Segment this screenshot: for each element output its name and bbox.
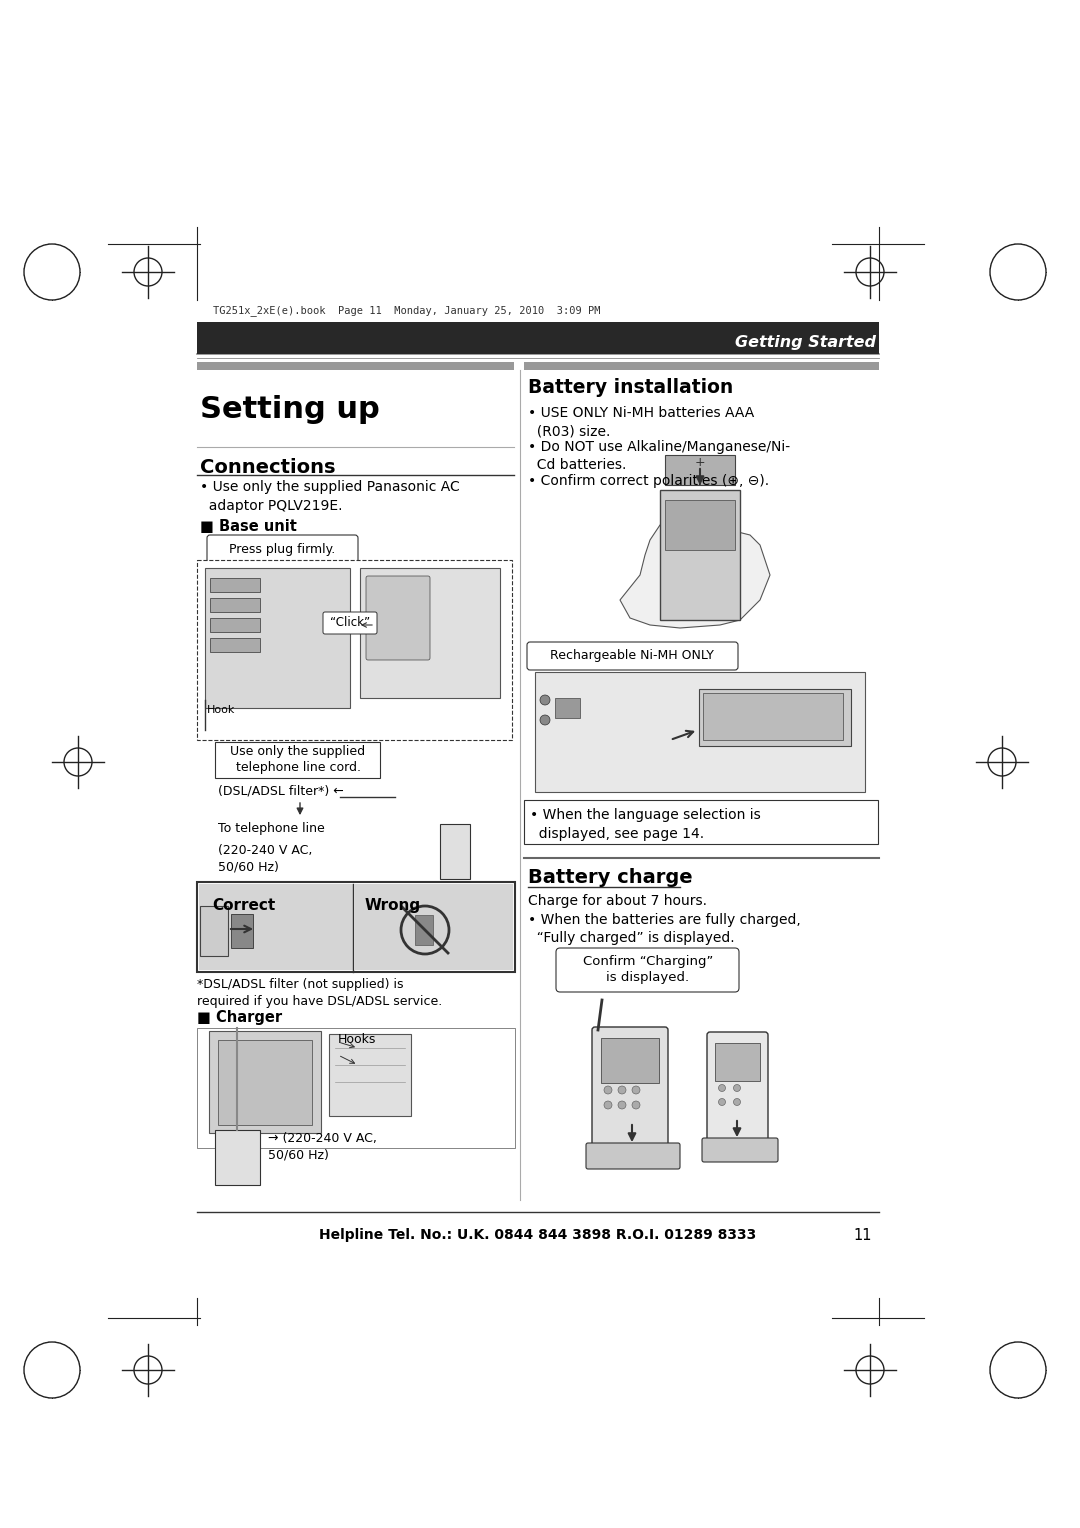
FancyBboxPatch shape (197, 362, 514, 370)
FancyBboxPatch shape (707, 1031, 768, 1143)
Text: Battery installation: Battery installation (528, 377, 733, 397)
Circle shape (540, 695, 550, 704)
FancyBboxPatch shape (440, 824, 470, 879)
Text: Wrong: Wrong (365, 898, 421, 914)
Text: → (220-240 V AC,
50/60 Hz): → (220-240 V AC, 50/60 Hz) (268, 1132, 377, 1161)
FancyBboxPatch shape (524, 801, 878, 843)
FancyBboxPatch shape (699, 689, 851, 746)
Text: Charge for about 7 hours.: Charge for about 7 hours. (528, 894, 707, 908)
FancyBboxPatch shape (210, 639, 260, 652)
Circle shape (540, 715, 550, 724)
FancyBboxPatch shape (207, 535, 357, 562)
Circle shape (718, 1099, 726, 1105)
Text: *DSL/ADSL filter (not supplied) is
required if you have DSL/ADSL service.: *DSL/ADSL filter (not supplied) is requi… (197, 978, 442, 1008)
FancyBboxPatch shape (586, 1143, 680, 1169)
Polygon shape (660, 490, 740, 620)
FancyBboxPatch shape (592, 1027, 669, 1148)
Text: Getting Started: Getting Started (735, 336, 876, 350)
FancyBboxPatch shape (524, 362, 879, 370)
FancyBboxPatch shape (415, 915, 433, 944)
FancyBboxPatch shape (355, 885, 513, 970)
FancyBboxPatch shape (197, 559, 512, 740)
FancyBboxPatch shape (665, 500, 735, 550)
Text: Confirm “Charging”
is displayed.: Confirm “Charging” is displayed. (583, 955, 713, 984)
FancyBboxPatch shape (210, 597, 260, 613)
Text: • Do NOT use Alkaline/Manganese/Ni-
  Cd batteries.: • Do NOT use Alkaline/Manganese/Ni- Cd b… (528, 440, 791, 472)
FancyBboxPatch shape (535, 672, 865, 792)
Circle shape (990, 244, 1047, 299)
Text: Hook: Hook (207, 704, 235, 715)
Text: Use only the supplied
telephone line cord.: Use only the supplied telephone line cor… (230, 746, 365, 775)
Text: • Confirm correct polarities (⊕, ⊖).: • Confirm correct polarities (⊕, ⊖). (528, 474, 769, 487)
Text: • When the batteries are fully charged,
  “Fully charged” is displayed.: • When the batteries are fully charged, … (528, 914, 800, 946)
Text: (DSL/ADSL filter*) ←: (DSL/ADSL filter*) ← (218, 784, 343, 798)
Text: “Click”: “Click” (329, 616, 370, 630)
FancyBboxPatch shape (702, 1138, 778, 1161)
FancyBboxPatch shape (323, 613, 377, 634)
Circle shape (632, 1102, 640, 1109)
Circle shape (632, 1086, 640, 1094)
Text: 11: 11 (853, 1229, 872, 1242)
FancyBboxPatch shape (665, 455, 735, 484)
Circle shape (990, 1342, 1047, 1398)
FancyBboxPatch shape (555, 698, 580, 718)
Circle shape (604, 1086, 612, 1094)
FancyBboxPatch shape (210, 578, 260, 591)
Circle shape (24, 244, 80, 299)
Text: +: + (694, 455, 705, 469)
FancyBboxPatch shape (360, 568, 500, 698)
Text: Press plug firmly.: Press plug firmly. (229, 542, 335, 556)
Circle shape (733, 1085, 741, 1091)
Text: ■ Base unit: ■ Base unit (200, 520, 297, 533)
Circle shape (618, 1086, 626, 1094)
FancyBboxPatch shape (197, 1028, 515, 1148)
Polygon shape (620, 520, 770, 628)
FancyBboxPatch shape (197, 882, 515, 972)
Text: Hooks: Hooks (338, 1033, 376, 1047)
FancyBboxPatch shape (556, 947, 739, 992)
Circle shape (24, 1342, 80, 1398)
FancyBboxPatch shape (205, 568, 350, 707)
FancyBboxPatch shape (199, 885, 353, 970)
FancyBboxPatch shape (600, 1038, 659, 1083)
Text: • When the language selection is
  displayed, see page 14.: • When the language selection is display… (530, 808, 760, 840)
FancyBboxPatch shape (215, 1131, 260, 1186)
Text: Battery charge: Battery charge (528, 868, 692, 886)
Text: • USE ONLY Ni-MH batteries AAA
  (R03) size.: • USE ONLY Ni-MH batteries AAA (R03) siz… (528, 406, 754, 439)
FancyBboxPatch shape (231, 914, 253, 947)
FancyBboxPatch shape (218, 1041, 312, 1125)
Circle shape (604, 1102, 612, 1109)
Text: Setting up: Setting up (200, 396, 380, 423)
Text: ■ Charger: ■ Charger (197, 1010, 282, 1025)
FancyBboxPatch shape (215, 743, 380, 778)
FancyBboxPatch shape (197, 322, 879, 354)
Circle shape (733, 1099, 741, 1105)
Text: Rechargeable Ni-MH ONLY: Rechargeable Ni-MH ONLY (550, 649, 714, 663)
FancyBboxPatch shape (210, 1031, 321, 1132)
Text: • Use only the supplied Panasonic AC
  adaptor PQLV219E.: • Use only the supplied Panasonic AC ada… (200, 480, 460, 513)
FancyBboxPatch shape (703, 694, 843, 740)
Text: (220-240 V AC,
50/60 Hz): (220-240 V AC, 50/60 Hz) (218, 843, 312, 874)
Text: Correct: Correct (212, 898, 275, 914)
Text: TG251x_2xE(e).book  Page 11  Monday, January 25, 2010  3:09 PM: TG251x_2xE(e).book Page 11 Monday, Janua… (213, 306, 600, 316)
FancyBboxPatch shape (715, 1044, 760, 1080)
FancyBboxPatch shape (200, 906, 228, 957)
FancyBboxPatch shape (329, 1034, 411, 1115)
FancyBboxPatch shape (527, 642, 738, 669)
Circle shape (618, 1102, 626, 1109)
Circle shape (718, 1085, 726, 1091)
Text: To telephone line: To telephone line (218, 822, 325, 834)
Text: Connections: Connections (200, 458, 336, 477)
Text: Helpline Tel. No.: U.K. 0844 844 3898 R.O.I. 01289 8333: Helpline Tel. No.: U.K. 0844 844 3898 R.… (320, 1229, 757, 1242)
FancyBboxPatch shape (210, 617, 260, 633)
FancyBboxPatch shape (366, 576, 430, 660)
